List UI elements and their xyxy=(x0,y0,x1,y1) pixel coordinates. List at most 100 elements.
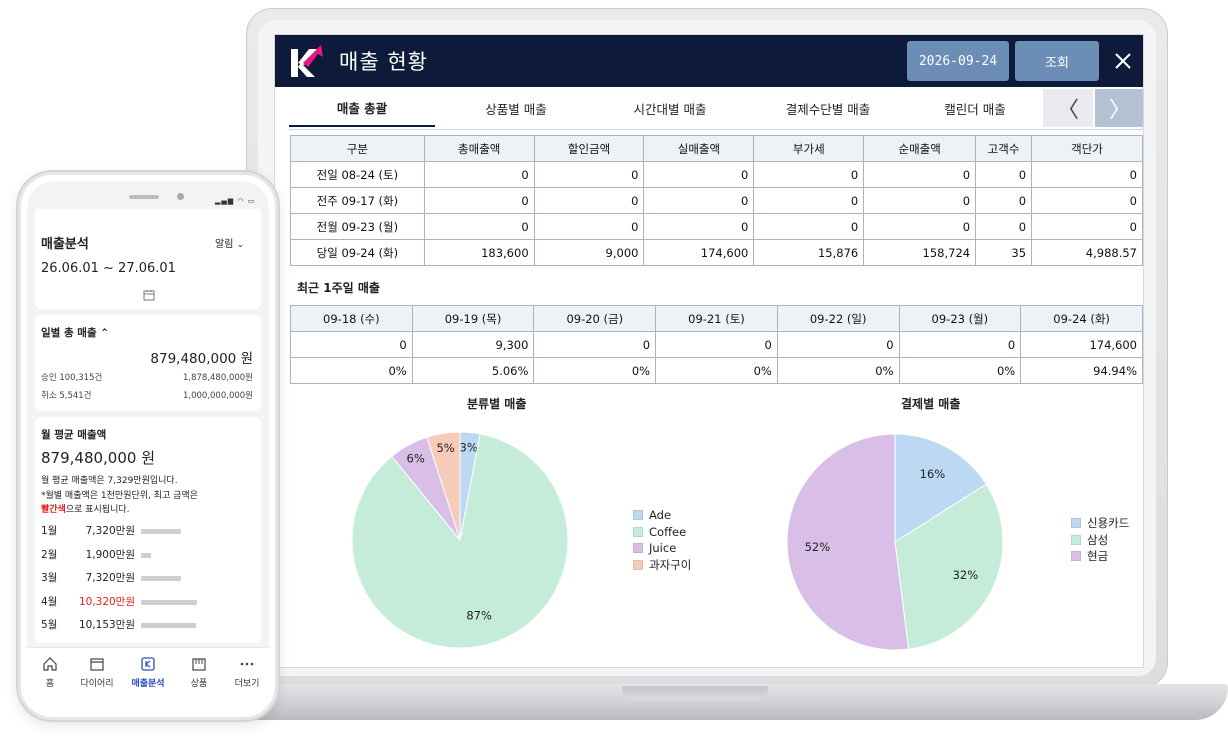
date-column-header: 09-23 (월) xyxy=(898,305,1022,332)
nav-sales-analysis[interactable]: 매출분석 xyxy=(124,656,172,689)
pie-slice-2 xyxy=(786,433,910,651)
weekly-sales-table: 09-18 (수) 09-19 (목) 09-20 (금) 09-21 (토) 09-2… xyxy=(290,305,1143,384)
value-cell: 183,600 xyxy=(423,239,535,266)
table-row: 당일 09-24 (화) 183,600 9,000 174,600 15,876 158… xyxy=(290,239,1143,266)
tab-next-button[interactable]: 〉 xyxy=(1095,89,1143,127)
tab-sales-summary[interactable]: 매출 총괄 xyxy=(289,89,435,127)
alert-button[interactable]: 알림 ⌄ xyxy=(215,235,244,250)
daily-sales-toggle[interactable]: 일별 총 매출 ⌃ xyxy=(41,325,109,340)
category-pie-chart: 3% 87% 6% 5% xyxy=(351,431,569,649)
nav-product[interactable]: 상품 xyxy=(175,656,223,689)
more-icon xyxy=(240,662,254,666)
payment-chart-legend: 신용카드 삼성 현금 xyxy=(1071,515,1129,565)
value-cell: 0 xyxy=(1031,213,1143,240)
table-header-row: 09-18 (수) 09-19 (목) 09-20 (금) 09-21 (토) 09-2… xyxy=(290,305,1143,332)
column-header: 고객수 xyxy=(975,135,1033,162)
value-cell: 0 xyxy=(423,213,535,240)
month-bar xyxy=(141,599,197,605)
legend-item: 과자구이 xyxy=(633,557,691,574)
nav-label: 홈 xyxy=(45,679,55,689)
pie-slice-label: 52% xyxy=(805,540,831,554)
tab-payment-sales[interactable]: 결제수단별 매출 xyxy=(785,101,871,117)
laptop-notch xyxy=(622,686,768,700)
phone-speaker xyxy=(129,195,159,199)
legend-label: 과자구이 xyxy=(649,557,692,572)
pie-slice-label: 87% xyxy=(466,608,492,622)
monthly-note-rest: 으로 표시됩니다. xyxy=(65,505,130,515)
diary-icon xyxy=(90,658,104,671)
legend-label: 현금 xyxy=(1087,549,1109,564)
calendar-icon[interactable] xyxy=(143,289,155,301)
table-row: 0 9,300 0 0 0 0 174,600 xyxy=(290,331,1143,358)
legend-item: Ade xyxy=(633,507,691,524)
chevron-down-icon: ⌄ xyxy=(236,240,245,250)
value-cell: 0 xyxy=(863,187,977,214)
category-chart-legend: Ade Coffee Juice 과자구이 xyxy=(633,507,691,573)
pie-slice-1 xyxy=(894,483,1004,650)
nav-diary[interactable]: 다이어리 xyxy=(73,656,121,689)
month-bar xyxy=(141,576,181,581)
nav-home[interactable]: 홈 xyxy=(27,656,74,689)
month-label: 4월 xyxy=(41,595,58,608)
legend-swatch xyxy=(1071,534,1081,545)
month-bar xyxy=(141,623,196,628)
monthly-note: *월별 매출액은 1천만원단위, 최고 금액은 xyxy=(41,491,199,501)
value-cell: 15,876 xyxy=(753,239,865,266)
row-label-cell: 전일 08-24 (토) xyxy=(290,161,425,188)
row-label-cell: 당일 09-24 (화) xyxy=(290,239,425,266)
date-column-header: 09-22 (일) xyxy=(776,305,900,332)
phone-screen: ▂▄▆ ◠ ▭ 매출분석 알림 ⌄ 26.06.01 ~ 27.06.01 일별… xyxy=(27,181,269,711)
value-cell: 0 xyxy=(863,161,977,188)
pie-slice-0 xyxy=(894,433,987,543)
status-bar-icons: ▂▄▆ ◠ ▭ xyxy=(215,197,256,205)
query-button[interactable]: 조회 xyxy=(1015,41,1099,81)
legend-item: 현금 xyxy=(1071,548,1129,565)
month-bar xyxy=(141,552,151,558)
value-cell: 0 xyxy=(423,161,535,188)
table-header-row: 구분 총매출액 할인금액 실매출액 부가세 순매출액 고객수 객단가 xyxy=(290,135,1143,162)
date-picker-button[interactable]: 2026-09-24 xyxy=(907,41,1009,81)
tab-hourly-sales[interactable]: 시간대별 매출 xyxy=(633,101,707,117)
summary-table: 구분 총매출액 할인금액 실매출액 부가세 순매출액 고객수 객단가 전일 08… xyxy=(290,135,1143,266)
legend-swatch xyxy=(1071,518,1081,529)
column-header: 구분 xyxy=(290,135,425,162)
chart-title-payment: 결제별 매출 xyxy=(901,397,961,411)
tab-product-sales[interactable]: 상품별 매출 xyxy=(485,101,547,117)
sales-analysis-icon xyxy=(141,657,155,671)
legend-swatch xyxy=(633,543,643,554)
value-cell: 158,724 xyxy=(863,239,977,266)
tab-divider xyxy=(289,129,1143,130)
value-cell: 0 xyxy=(753,213,865,240)
percent-cell: 0% xyxy=(776,357,900,384)
daily-sales-card: 일별 총 매출 ⌃ 879,480,000 원 승인 100,315건 1,87… xyxy=(35,315,261,411)
value-cell: 0 xyxy=(533,187,645,214)
pie-slice-3 xyxy=(426,431,461,541)
month-label: 1월 xyxy=(41,525,58,537)
percent-cell: 0% xyxy=(655,357,778,384)
legend-item: Juice xyxy=(633,540,691,557)
tab-calendar-sales[interactable]: 캘린더 매출 xyxy=(944,101,1006,117)
month-label: 2월 xyxy=(41,548,58,561)
table-row: 전주 09-17 (화) 0 0 0 0 0 0 0 xyxy=(290,187,1143,214)
phone-camera xyxy=(177,193,184,200)
pie-slice-label: 6% xyxy=(407,451,425,465)
cancel-amount: 1,000,000,000원 xyxy=(182,391,253,401)
row-label-cell: 전월 09-23 (월) xyxy=(290,213,425,240)
date-column-header: 09-20 (금) xyxy=(533,305,657,332)
value-cell: 0 xyxy=(643,213,755,240)
payment-pie-chart: 16% 32% 52% xyxy=(786,433,1004,651)
pie-slice-label: 32% xyxy=(953,568,979,582)
month-label: 5월 xyxy=(41,619,58,631)
nav-label: 더보기 xyxy=(234,679,260,689)
monthly-avg-total: 879,480,000 원 xyxy=(41,449,155,467)
percent-cell: 0% xyxy=(533,357,657,384)
date-column-header: 09-24 (화) xyxy=(1020,305,1143,332)
value-cell: 0 xyxy=(423,187,535,214)
close-icon[interactable] xyxy=(1111,49,1135,73)
period-text[interactable]: 26.06.01 ~ 27.06.01 xyxy=(41,261,176,276)
nav-more[interactable]: 더보기 xyxy=(223,656,269,689)
tab-prev-button[interactable]: 〈 xyxy=(1043,89,1093,127)
value-cell: 174,600 xyxy=(643,239,755,266)
percent-cell: 94.94% xyxy=(1020,357,1143,384)
value-cell: 0 xyxy=(975,161,1033,188)
